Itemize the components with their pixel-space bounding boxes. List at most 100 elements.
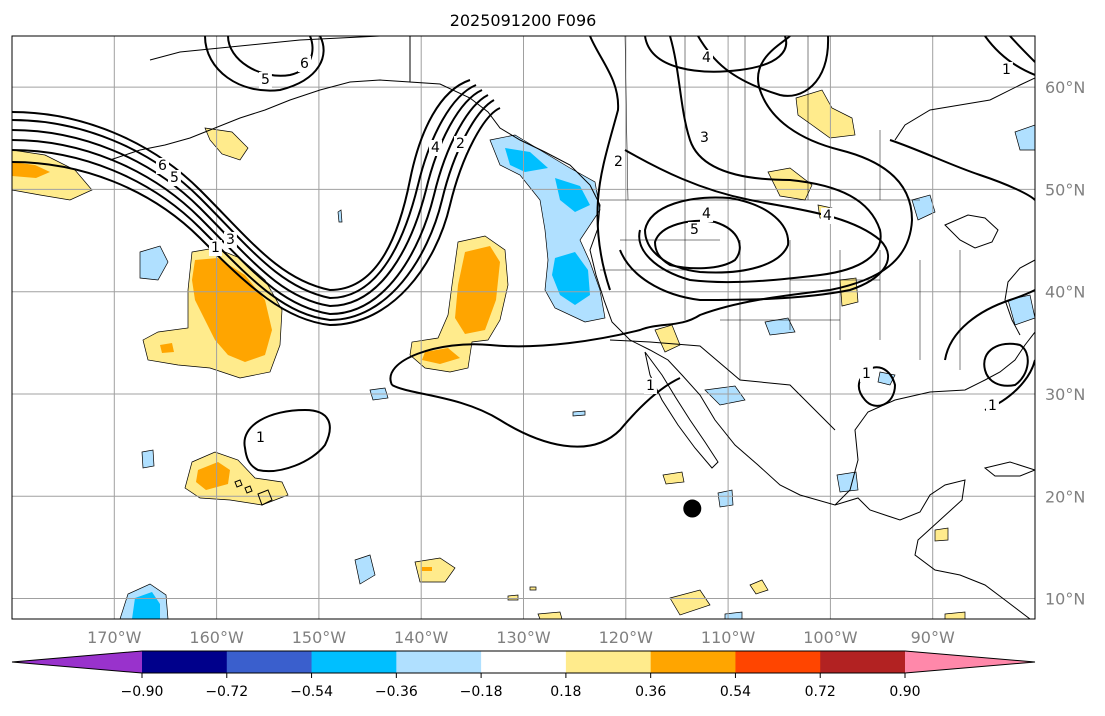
contour-label: 3: [700, 130, 709, 146]
colorbar-tick-label: −0.72: [205, 684, 248, 700]
colorbar-tick-label: −0.36: [375, 684, 418, 700]
contour-line: [889, 139, 1035, 201]
contour-label-background: [688, 222, 701, 238]
contour-label-background: [168, 170, 181, 186]
gulf-coastline: [834, 331, 1035, 506]
contour-line: [644, 36, 788, 73]
positive-anomaly-region: [662, 471, 685, 485]
positive-anomaly-region: [944, 611, 966, 619]
contour-label: 5: [170, 170, 179, 186]
contour-label-background: [698, 130, 711, 146]
contour-line: [12, 107, 501, 327]
latitude-label: 50°N: [1045, 180, 1085, 199]
contour-line: [857, 366, 897, 407]
negative-anomaly-region: [555, 178, 590, 212]
contour-label: 1: [256, 430, 265, 446]
contour-label-background: [644, 378, 657, 394]
colorbar-tick-label: 0.72: [805, 684, 836, 700]
contour-line: [12, 89, 483, 308]
contour-label-background: [986, 398, 999, 414]
cuba-outline: [983, 461, 1035, 477]
negative-anomaly-region: [1014, 124, 1035, 151]
negative-anomaly-region: [141, 449, 155, 469]
colorbar-segment: [311, 651, 397, 673]
state-border: [600, 200, 961, 380]
positive-anomaly-region: [654, 324, 681, 353]
contour-label: 6: [158, 158, 167, 174]
colorbar-tick-label: −0.54: [290, 684, 333, 700]
contour-label-background: [700, 206, 713, 222]
contour-line: [12, 94, 489, 316]
negative-anomaly-region: [139, 245, 169, 281]
colorbar-tick-label: 0.54: [720, 684, 751, 700]
contour-label-background: [259, 72, 272, 88]
contour-line: [389, 36, 914, 386]
latitude-labels: 10°N 20°N 30°N 40°N 50°N 60°N: [1045, 78, 1085, 608]
negative-anomaly-region: [764, 317, 796, 336]
map-frame: [11, 35, 1036, 620]
negative-anomaly-region: [724, 611, 743, 619]
colorbar-tick-label: 0.36: [635, 684, 666, 700]
contour-label: 1: [988, 398, 997, 414]
longitude-label: 150°W: [292, 628, 347, 647]
contour-line: [944, 289, 1035, 361]
contour-label: 5: [690, 222, 699, 238]
contour-label-background: [298, 56, 311, 72]
contour-label: 2: [456, 136, 465, 152]
contour-label-background: [429, 140, 442, 156]
contour-line: [12, 84, 477, 300]
contour-line: [227, 36, 314, 77]
colorbar-extend-high: [905, 651, 1035, 673]
contour-line: [12, 99, 495, 322]
contour-line: [1009, 36, 1035, 63]
longitude-label: 170°W: [87, 628, 142, 647]
contour-label-background: [1000, 62, 1013, 78]
colorbar-segment: [650, 651, 736, 673]
colorbar-segment: [396, 651, 482, 673]
positive-anomaly-region: [795, 89, 856, 139]
colorbar-segment: [735, 651, 821, 673]
longitude-label: 100°W: [803, 628, 858, 647]
alaska-coast: [149, 36, 381, 61]
longitude-label: 160°W: [189, 628, 244, 647]
contour-label: 4: [702, 50, 711, 66]
positive-anomaly-region: [767, 167, 813, 201]
colorbar-tick-label: 0.90: [889, 684, 920, 700]
contour-label: 6: [300, 56, 309, 72]
storm-location-marker: [683, 499, 702, 518]
contour-line: [638, 36, 882, 284]
negative-anomaly-region: [704, 385, 746, 406]
positive-anomaly-region: [455, 246, 500, 334]
contour-label: 1: [646, 378, 655, 394]
positive-anomaly-region: [204, 127, 249, 161]
political-borders: [409, 36, 961, 380]
negative-anomaly-region: [717, 489, 734, 508]
positive-anomaly-region: [669, 589, 711, 616]
map-title: 2025091200 F096: [450, 11, 597, 30]
latitude-label: 60°N: [1045, 78, 1085, 97]
positive-anomaly-region: [192, 258, 272, 362]
colorbar-extend-low: [12, 651, 142, 673]
contour-label-background: [224, 232, 237, 248]
contour-line: [12, 79, 471, 292]
contour-lines: [12, 36, 1035, 473]
colorbar: [11, 650, 1036, 678]
contour-label: 3: [226, 232, 235, 248]
colorbar-tick-labels: −0.90 −0.72 −0.54 −0.36 −0.18 0.18 0.36 0.54 0.7…: [121, 684, 921, 700]
contour-label-background: [821, 208, 834, 224]
latitude-label: 10°N: [1045, 590, 1085, 609]
contour-label: 1: [1002, 62, 1011, 78]
contour-line: [391, 377, 681, 448]
baja-coastline: [644, 351, 719, 469]
coastlines: [109, 36, 1035, 619]
contour-label: 1: [211, 240, 220, 256]
contour-label-background: [454, 136, 467, 152]
positive-anomaly-region: [537, 611, 563, 619]
positive-anomaly-region: [507, 594, 519, 601]
contour-line: [204, 36, 325, 92]
contour-label: 2: [614, 154, 623, 170]
negative-anomaly-region: [354, 554, 376, 585]
latitude-label: 20°N: [1045, 487, 1085, 506]
